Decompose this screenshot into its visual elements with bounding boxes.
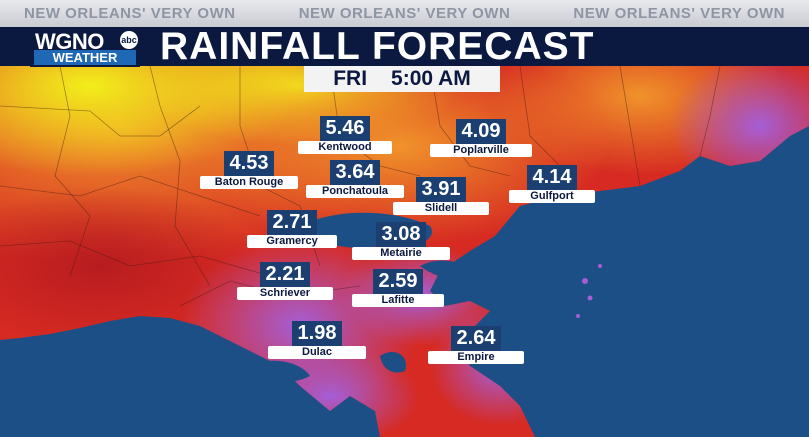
- location-name: Gramercy: [247, 235, 337, 248]
- network-logo-icon: abc: [120, 31, 138, 49]
- banner-text-center: NEW ORLEANS' VERY OWN: [298, 5, 511, 22]
- location-label-ponchatoula: 3.64 Ponchatoula: [306, 160, 404, 198]
- rainfall-value: 2.21: [259, 262, 311, 287]
- location-name: Kentwood: [298, 141, 392, 154]
- page-title: RAINFALL FORECAST: [160, 25, 595, 68]
- location-name: Ponchatoula: [306, 185, 404, 198]
- location-label-baton-rouge: 4.53 Baton Rouge: [200, 151, 298, 189]
- rainfall-value: 4.09: [455, 119, 507, 144]
- location-label-gramercy: 2.71 Gramercy: [247, 210, 337, 248]
- banner-text-right: NEW ORLEANS' VERY OWN: [573, 5, 785, 22]
- location-name: Dulac: [268, 346, 366, 359]
- location-label-empire: 2.64 Empire: [428, 326, 524, 364]
- location-name: Empire: [428, 351, 524, 364]
- forecast-clock: 5:00 AM: [391, 67, 471, 90]
- location-label-metairie: 3.08 Metairie: [352, 222, 450, 260]
- logo-weather: WEATHER: [34, 50, 136, 65]
- rainfall-value: 3.64: [329, 160, 381, 185]
- location-name: Lafitte: [352, 294, 444, 307]
- forecast-day: FRI: [333, 67, 368, 90]
- forecast-time: FRI 5:00 AM: [304, 66, 500, 92]
- location-name: Poplarville: [430, 144, 532, 157]
- location-label-schriever: 2.21 Schriever: [237, 262, 333, 300]
- rainfall-value: 2.71: [266, 210, 318, 235]
- location-name: Schriever: [237, 287, 333, 300]
- rainfall-value: 2.64: [450, 326, 502, 351]
- location-label-kentwood: 5.46 Kentwood: [298, 116, 392, 154]
- top-banner: NEW ORLEANS' VERY OWN NEW ORLEANS' VERY …: [0, 0, 809, 27]
- rainfall-value: 4.14: [526, 165, 578, 190]
- location-label-poplarville: 4.09 Poplarville: [430, 119, 532, 157]
- location-label-slidell: 3.91 Slidell: [393, 177, 489, 215]
- location-name: Gulfport: [509, 190, 595, 203]
- station-logo: WGNO abc WEATHER: [30, 27, 140, 67]
- location-name: Slidell: [393, 202, 489, 215]
- banner-text-left: NEW ORLEANS' VERY OWN: [24, 5, 236, 22]
- rainfall-value: 2.59: [372, 269, 424, 294]
- location-name: Metairie: [352, 247, 450, 260]
- rainfall-value: 3.91: [415, 177, 467, 202]
- rainfall-value: 5.46: [319, 116, 371, 141]
- location-name: Baton Rouge: [200, 176, 298, 189]
- rainfall-value: 1.98: [291, 321, 343, 346]
- location-label-lafitte: 2.59 Lafitte: [352, 269, 444, 307]
- logo-station: WGNO: [35, 29, 104, 54]
- location-label-dulac: 1.98 Dulac: [268, 321, 366, 359]
- location-label-gulfport: 4.14 Gulfport: [509, 165, 595, 203]
- rainfall-value: 3.08: [375, 222, 427, 247]
- rainfall-value: 4.53: [223, 151, 275, 176]
